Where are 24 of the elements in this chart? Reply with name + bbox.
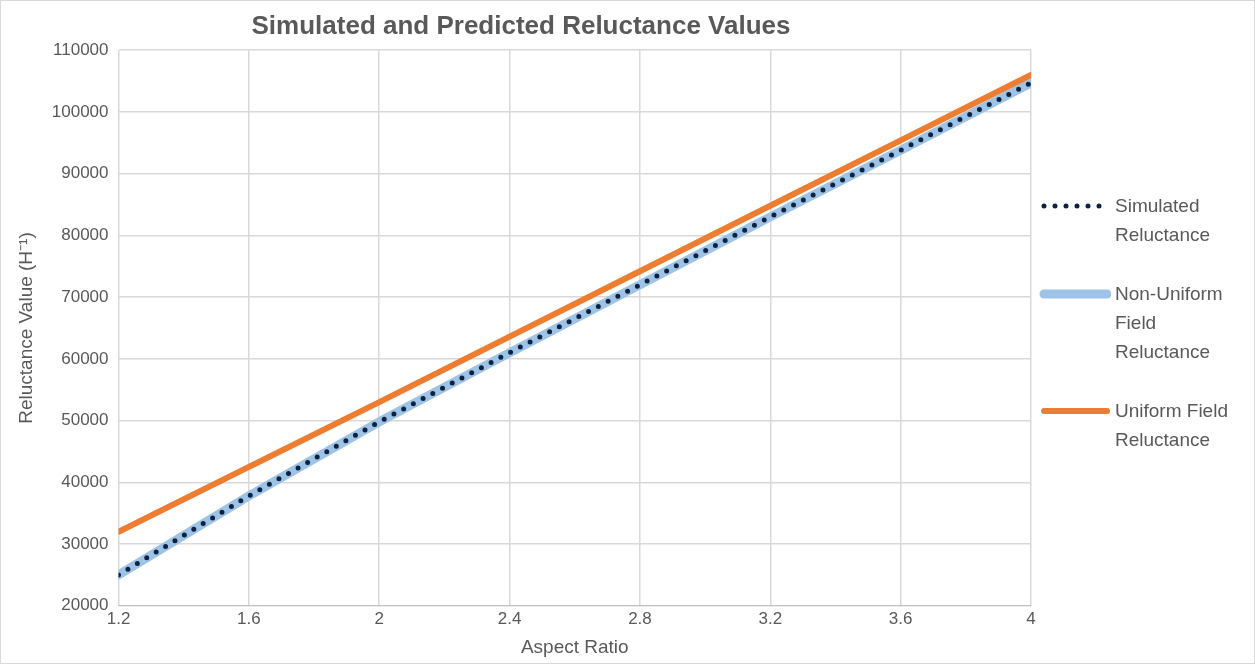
y-tick-label: 50000 (61, 410, 109, 430)
x-tick-label: 3.2 (758, 608, 783, 628)
y-axis-title: Reluctance Value (H⁻¹) (14, 232, 36, 424)
x-tick-label: 4 (1026, 608, 1036, 628)
y-tick-label: 110000 (53, 39, 109, 59)
y-tick-label: 40000 (61, 472, 109, 492)
y-tick-label: 60000 (61, 348, 109, 368)
y-tick-label: 30000 (61, 533, 109, 553)
x-tick-label: 1.2 (106, 608, 131, 628)
y-tick-label: 80000 (61, 225, 109, 245)
x-tick-label: 3.6 (888, 608, 913, 628)
y-tick-label: 90000 (61, 163, 109, 183)
legend-label: Uniform Field Reluctance (1115, 399, 1229, 452)
x-tick-label: 2.4 (497, 608, 522, 628)
y-tick-label: 20000 (61, 595, 109, 615)
x-tick-label: 2 (374, 608, 384, 628)
chart-title: Simulated and Predicted Reluctance Values (251, 9, 791, 40)
x-tick-label: 2.8 (628, 608, 652, 628)
y-tick-label: 100000 (51, 101, 109, 121)
x-axis-title: Aspect Ratio (520, 635, 629, 657)
legend-label: Non-Uniform Field Reluctance (1115, 282, 1224, 364)
x-tick-label: 1.6 (237, 608, 261, 628)
legend-label: Simulated Reluctance (1115, 194, 1212, 247)
y-tick-label: 70000 (61, 286, 109, 306)
